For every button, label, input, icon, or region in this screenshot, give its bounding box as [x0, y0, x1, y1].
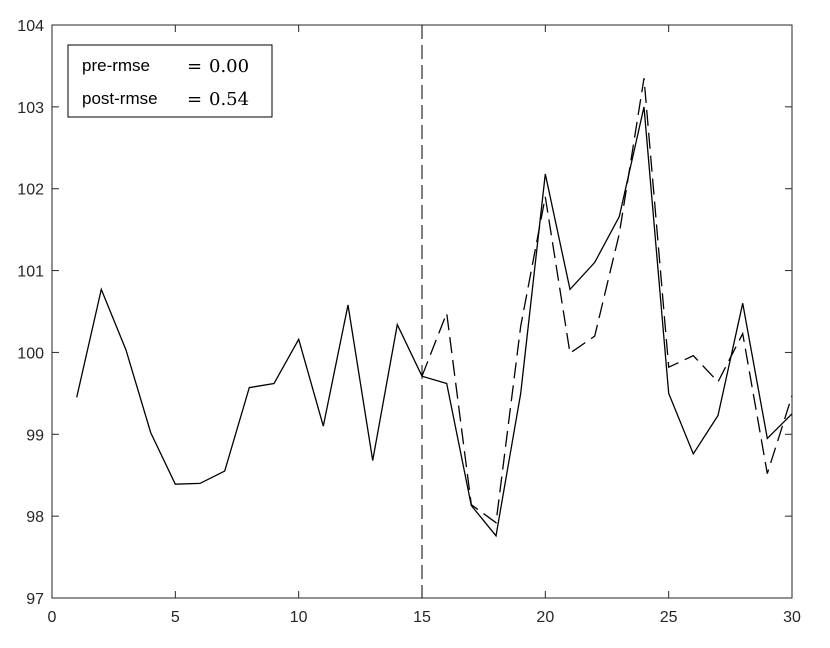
x-tick-label: 15: [413, 609, 431, 626]
x-tick-label: 10: [290, 609, 308, 626]
legend-equals-pre: =: [187, 56, 202, 77]
legend-label-post-rmse: post-rmse: [82, 89, 158, 108]
y-tick-label: 100: [17, 345, 44, 362]
x-tick-label: 20: [536, 609, 554, 626]
y-axis: 97 98 99 100 101 102 103 104: [17, 18, 792, 608]
x-tick-label: 25: [660, 609, 678, 626]
legend: pre-rmse = 0.00 post-rmse = 0.54: [67, 44, 273, 118]
x-tick-label: 5: [171, 609, 180, 626]
legend-value-pre-rmse: 0.00: [209, 56, 249, 77]
y-tick-label: 102: [17, 182, 44, 199]
y-tick-label: 99: [26, 427, 44, 444]
x-tick-label: 0: [48, 609, 57, 626]
legend-value-post-rmse: 0.54: [209, 89, 249, 110]
x-tick-label: 30: [783, 609, 801, 626]
legend-label-pre-rmse: pre-rmse: [82, 56, 150, 75]
y-tick-label: 104: [17, 18, 44, 35]
plot-area: 0 5 10 15 20 25 30 97 98 99 100 101 102 103 104: [17, 18, 801, 626]
legend-box: [67, 44, 273, 118]
y-tick-label: 103: [17, 100, 44, 117]
solid-series-line: [76, 106, 793, 538]
y-tick-label: 97: [26, 591, 44, 608]
series-layer: [76, 78, 793, 538]
y-tick-label: 101: [17, 264, 44, 281]
legend-equals-post: =: [187, 89, 202, 110]
dashed-series-line: [421, 78, 793, 524]
y-tick-label: 98: [26, 509, 44, 526]
